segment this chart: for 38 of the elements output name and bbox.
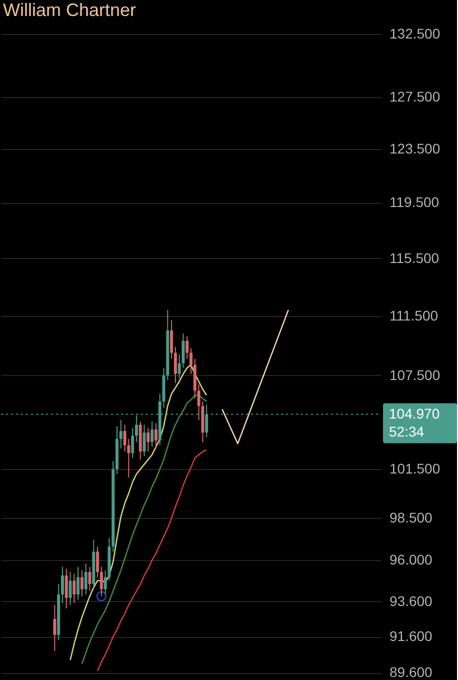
chart-title: William Chartner — [3, 0, 136, 20]
y-tick-label: 119.500 — [390, 194, 440, 210]
y-tick-label: 98.500 — [390, 510, 433, 526]
y-tick-label: 132.500 — [390, 26, 440, 42]
y-tick-label: 107.500 — [390, 366, 440, 383]
candlestick — [76, 566, 80, 600]
candlestick — [119, 420, 122, 449]
candlestick — [146, 427, 150, 452]
y-tick-label: 96.000 — [390, 552, 433, 568]
y-tick-label: 101.500 — [390, 460, 440, 477]
ref-line-label: 104.970 — [389, 405, 440, 422]
candlestick — [174, 346, 177, 384]
candlestick — [170, 320, 174, 360]
candlestick — [100, 566, 103, 597]
y-tick-label: 123.500 — [390, 140, 440, 156]
candlestick — [68, 572, 72, 606]
candlestick — [150, 421, 154, 448]
candlestick — [80, 570, 84, 597]
y-tick-label: 111.500 — [390, 307, 438, 324]
y-tick-label: 91.600 — [390, 628, 433, 644]
y-tick-label: 89.600 — [390, 664, 433, 680]
y-tick-label: 115.500 — [390, 250, 440, 266]
candlestick — [53, 604, 56, 652]
candlestick — [60, 566, 64, 604]
candlestick — [142, 424, 146, 457]
candlestick — [64, 568, 68, 609]
candlestick — [131, 427, 134, 458]
text: 52:34 — [389, 423, 424, 440]
candlestick — [190, 348, 192, 374]
candlestick — [84, 562, 88, 595]
candlestick — [96, 546, 100, 578]
candlestick — [154, 422, 158, 449]
candlestick — [186, 336, 189, 360]
line-series — [96, 449, 208, 672]
candlestick — [72, 573, 76, 604]
candlestick — [88, 566, 92, 592]
y-tick-label: 93.600 — [390, 592, 433, 609]
y-tick-label: 127.500 — [390, 88, 440, 104]
